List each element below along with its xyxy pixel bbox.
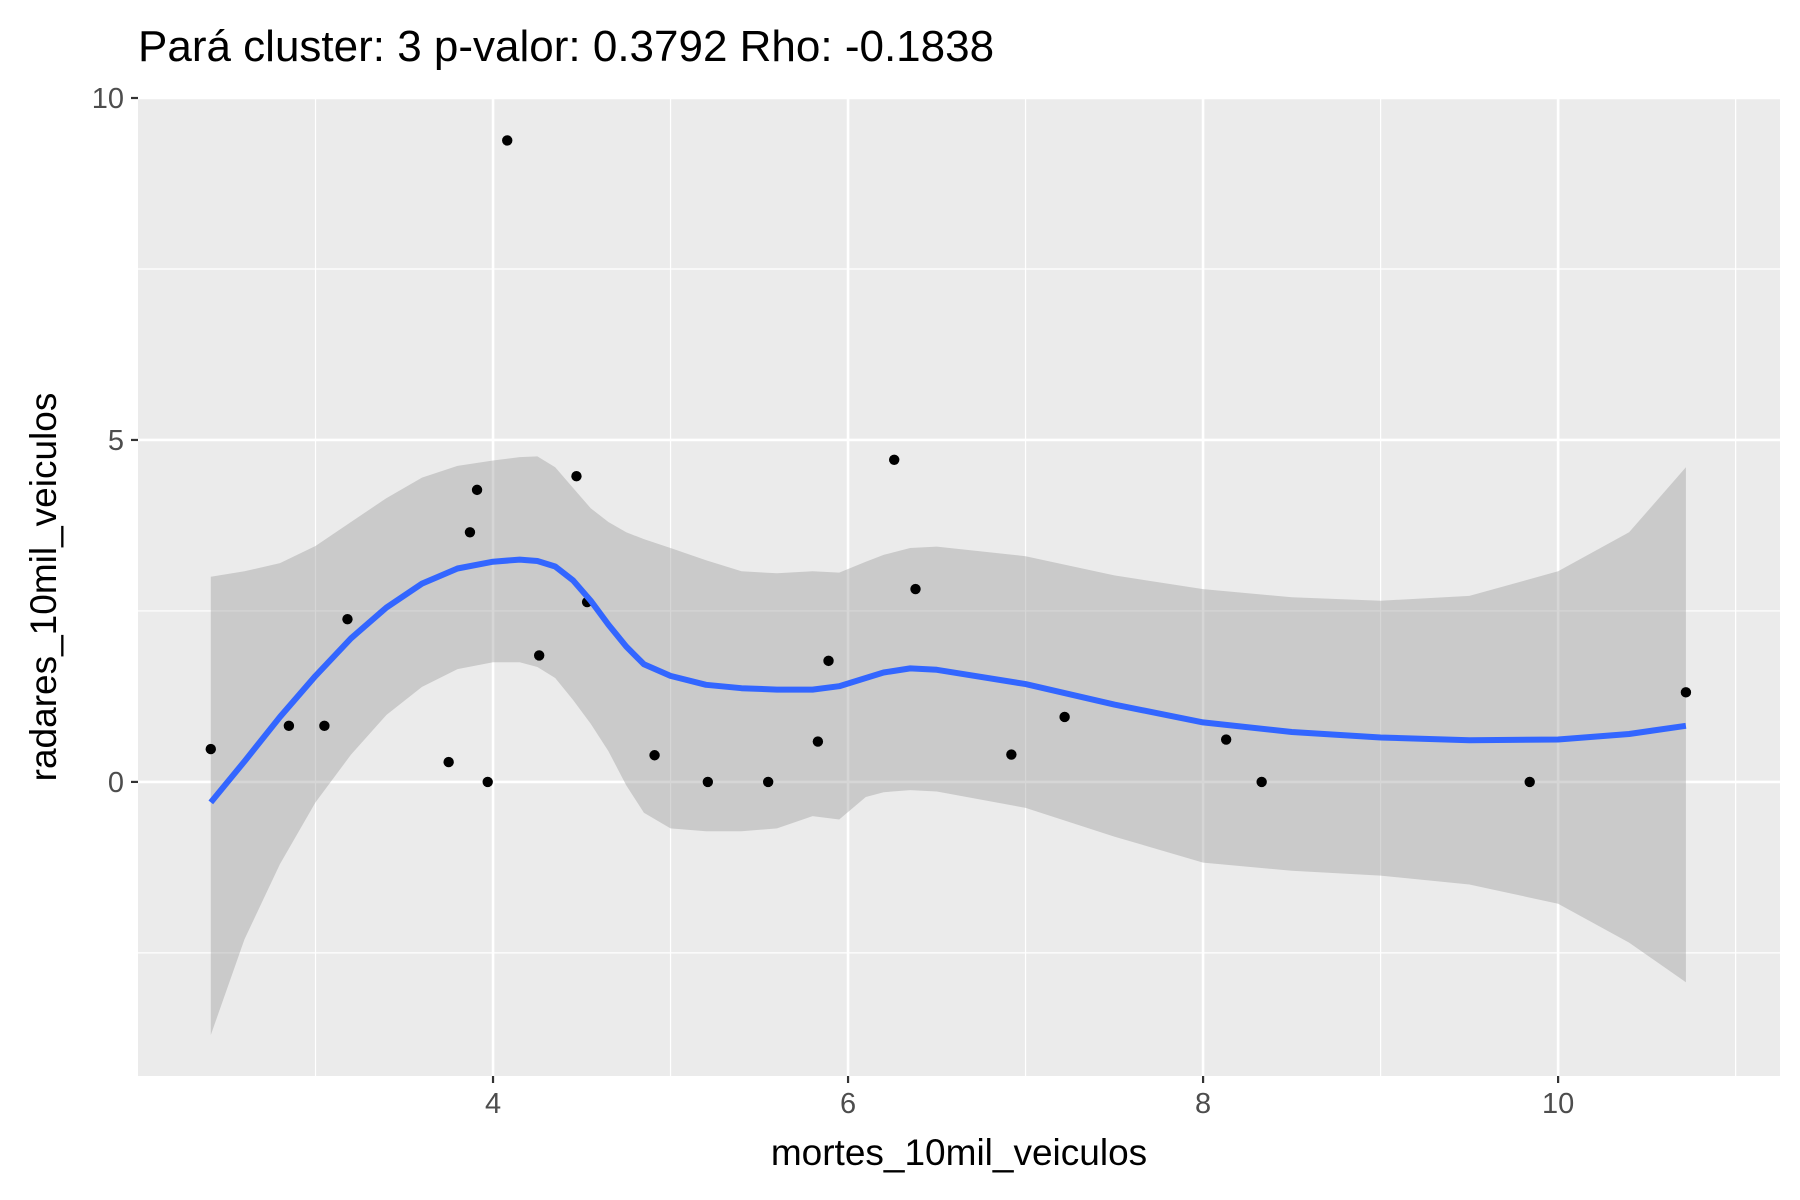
data-point [702,776,714,788]
major-gridlines [138,96,1780,1076]
data-points-layer [205,135,1692,788]
data-point [502,135,513,146]
data-point [649,750,660,761]
y-tick-label: 5 [108,425,124,457]
data-point [482,776,493,788]
data-point [823,655,834,667]
smooth-line-layer [208,556,1687,805]
data-point [342,613,353,625]
data-point [283,720,295,732]
confidence-band [210,456,1686,1035]
data-point [471,484,483,496]
data-point [1680,687,1692,698]
data-point [1059,711,1070,723]
data-point [1006,749,1017,760]
y-axis-title: radares_10mil_veiculos [23,393,64,782]
smooth-line [208,556,1687,805]
x-tick-label: 6 [840,1088,856,1120]
minor-gridlines [138,98,1780,1076]
y-tick-label: 0 [108,767,124,799]
confidence-band-layer [210,456,1686,1035]
chart-title: Pará cluster: 3 p-valor: 0.3792 Rho: -0.… [138,22,994,71]
data-point [464,527,476,538]
data-point [812,736,824,747]
data-point [571,471,582,482]
data-point [205,743,216,755]
data-point [319,720,330,732]
data-point [1256,776,1267,788]
data-point [1524,776,1535,788]
data-point [443,756,454,768]
x-tick-label: 10 [1542,1088,1574,1120]
data-point [910,583,921,595]
y-tick-label: 10 [92,83,124,115]
data-point [889,454,900,465]
x-tick-label: 8 [1195,1088,1211,1120]
data-point [1220,734,1232,745]
x-tick-label: 4 [485,1088,501,1120]
x-axis-title: mortes_10mil_veiculos [771,1132,1147,1173]
data-point [533,650,545,661]
data-point [762,776,774,788]
axis-ticks-layer: 4 6 8 10 0 5 10 [92,83,1575,1120]
